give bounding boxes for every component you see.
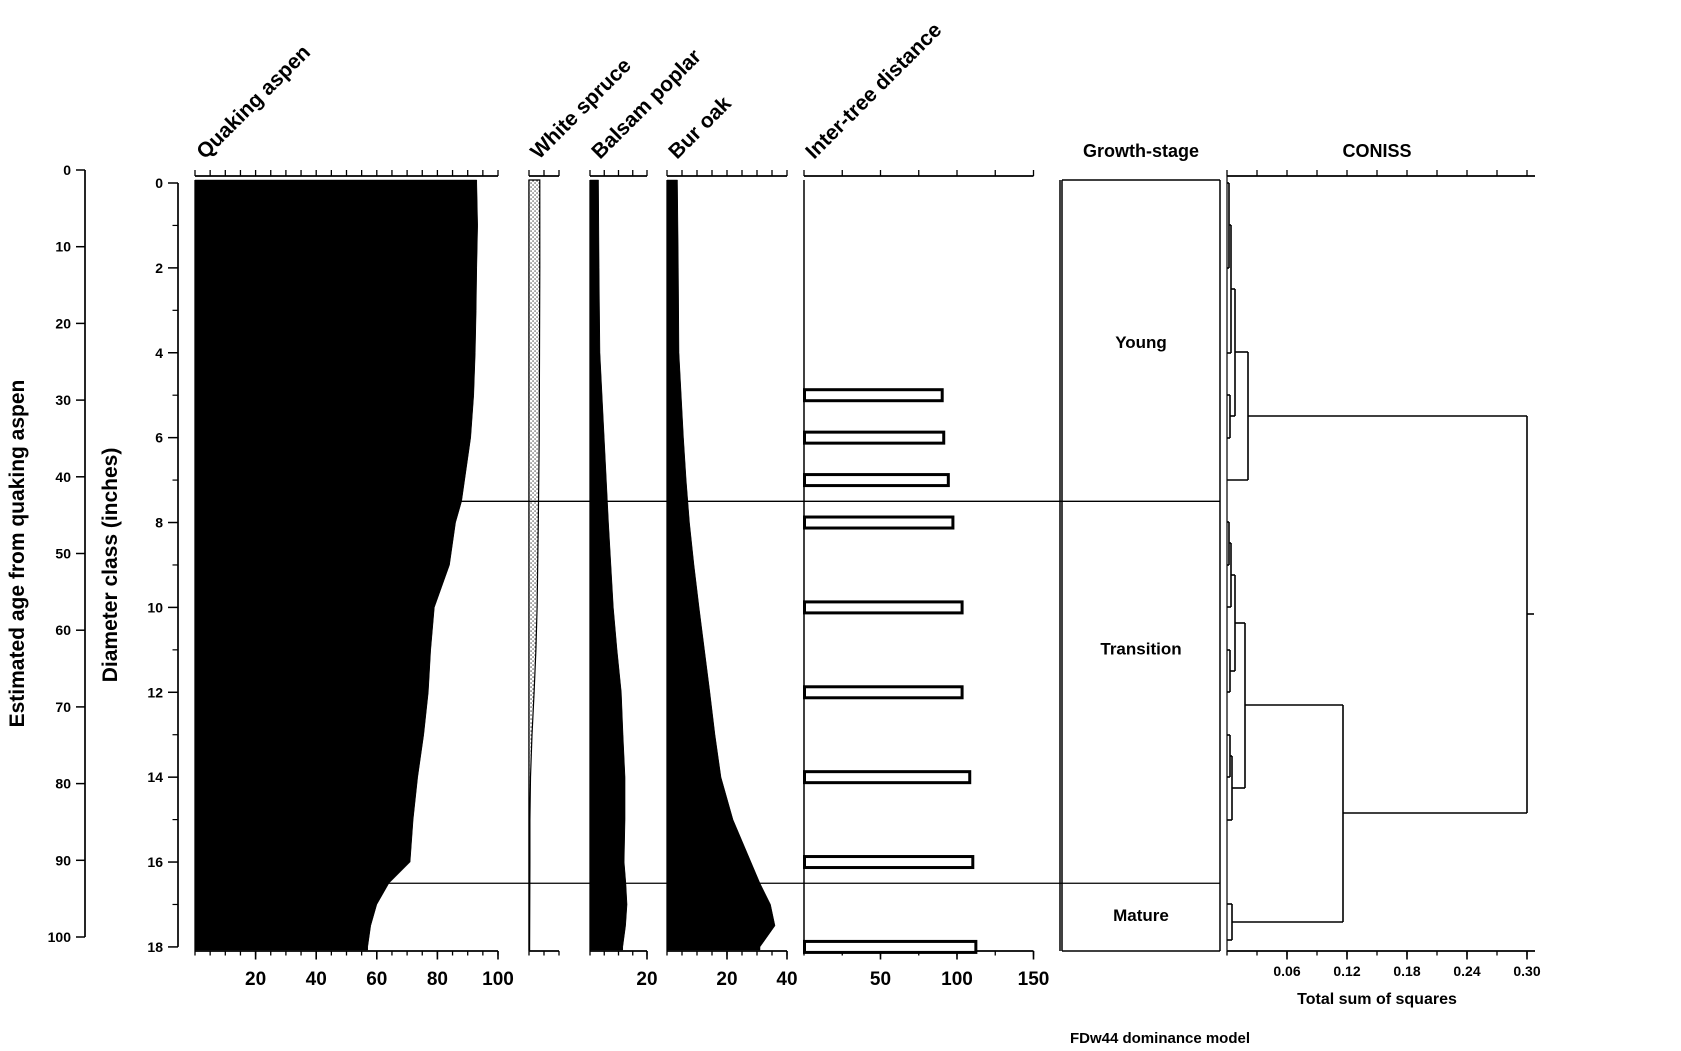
diameter-tick-label: 4: [155, 345, 163, 361]
age-tick-label: 20: [55, 315, 71, 331]
diameter-tick-label: 12: [147, 684, 163, 700]
white-spruce-silhouette: [528, 179, 541, 951]
x-tick-label: 20: [245, 969, 266, 990]
age-tick-label: 80: [55, 776, 71, 792]
inter-tree-bar: [803, 770, 972, 785]
x-tick-label: 0.18: [1393, 963, 1420, 979]
age-tick-label: 30: [55, 392, 71, 408]
x-tick-label: 40: [776, 969, 797, 990]
age-tick-label: 70: [55, 699, 71, 715]
diameter-tick-label: 18: [147, 939, 163, 955]
coniss-header: CONISS: [1342, 141, 1411, 161]
age-tick-label: 40: [55, 469, 71, 485]
balsam-poplar-silhouette: [589, 179, 628, 951]
panel-coniss: 0.06 0.12 0.18 0.24 0.30 CONISS Total sum of s…: [1226, 141, 1541, 1008]
footer-caption: FDw44 dominance model: [1070, 1030, 1250, 1047]
zone-label-transition: Transition: [1100, 639, 1181, 658]
diameter-axis-title: Diameter class (inches): [99, 448, 122, 683]
age-tick-label: 100: [48, 929, 72, 945]
growth-stage-header: Growth-stage: [1083, 141, 1199, 161]
age-axis-title: Estimated age from quaking aspen: [6, 380, 29, 728]
coniss-axis-title: Total sum of squares: [1297, 991, 1457, 1008]
zone-label-mature: Mature: [1113, 906, 1169, 925]
footer: FDw44 dominance model: [1070, 1030, 1250, 1047]
panel-inter-tree-distance: 50 100 150 Inter-tree distance: [801, 19, 1061, 990]
inter-tree-bar: [803, 473, 950, 488]
age-tick-label: 10: [55, 239, 71, 255]
inter-tree-distance-title: Inter-tree distance: [801, 19, 946, 164]
age-axis: 0 10 20 30 40 50 60 70 80 90 100 Estimated age from…: [6, 162, 86, 945]
x-tick-label: 60: [366, 969, 387, 990]
diameter-tick-label: 6: [155, 430, 163, 446]
diameter-tick-label: 8: [155, 515, 163, 531]
inter-tree-bar: [803, 855, 975, 870]
inter-tree-bar: [803, 600, 964, 615]
inter-tree-bar: [803, 388, 944, 403]
diameter-tick-label: 10: [147, 599, 163, 615]
x-tick-label: 20: [636, 969, 657, 990]
x-tick-label: 100: [482, 969, 514, 990]
panel-quaking-aspen: 20 40 60 80 100 Quaking aspen: [192, 41, 514, 990]
diameter-tick-label: 2: [155, 260, 163, 276]
panel-growth-stage: Young Transition Mature Growth-stage: [195, 141, 1221, 952]
diameter-tick-label: 16: [147, 854, 163, 870]
bur-oak-silhouette: [666, 179, 776, 951]
x-tick-label: 80: [427, 969, 448, 990]
panel-bur-oak: 20 40 Bur oak: [664, 92, 797, 990]
x-tick-label: 20: [716, 969, 737, 990]
inter-tree-bar: [803, 685, 964, 700]
age-tick-label: 60: [55, 622, 71, 638]
x-tick-label: 0.24: [1453, 963, 1480, 979]
age-tick-label: 50: [55, 546, 71, 562]
x-tick-label: 50: [870, 969, 891, 990]
x-tick-label: 0.12: [1333, 963, 1360, 979]
diameter-tick-label: 14: [147, 769, 163, 785]
x-tick-label: 0.06: [1273, 963, 1300, 979]
inter-tree-bar: [803, 939, 978, 954]
x-tick-label: 0.30: [1513, 963, 1540, 979]
quaking-aspen-title: Quaking aspen: [192, 41, 315, 164]
diameter-tick-label: 0: [155, 175, 163, 191]
quaking-aspen-silhouette: [194, 179, 478, 951]
zone-label-young: Young: [1115, 333, 1167, 352]
x-tick-label: 40: [306, 969, 327, 990]
inter-tree-bar: [803, 515, 955, 530]
age-tick-label: 90: [55, 852, 71, 868]
x-tick-label: 150: [1018, 969, 1050, 990]
x-tick-label: 100: [941, 969, 973, 990]
diameter-axis: 0 2 4 6 8 10 12 14 16 18 Diameter class (inches): [99, 175, 179, 955]
inter-tree-bar: [803, 430, 946, 445]
age-tick-label: 0: [63, 162, 71, 178]
bur-oak-title: Bur oak: [664, 92, 736, 164]
